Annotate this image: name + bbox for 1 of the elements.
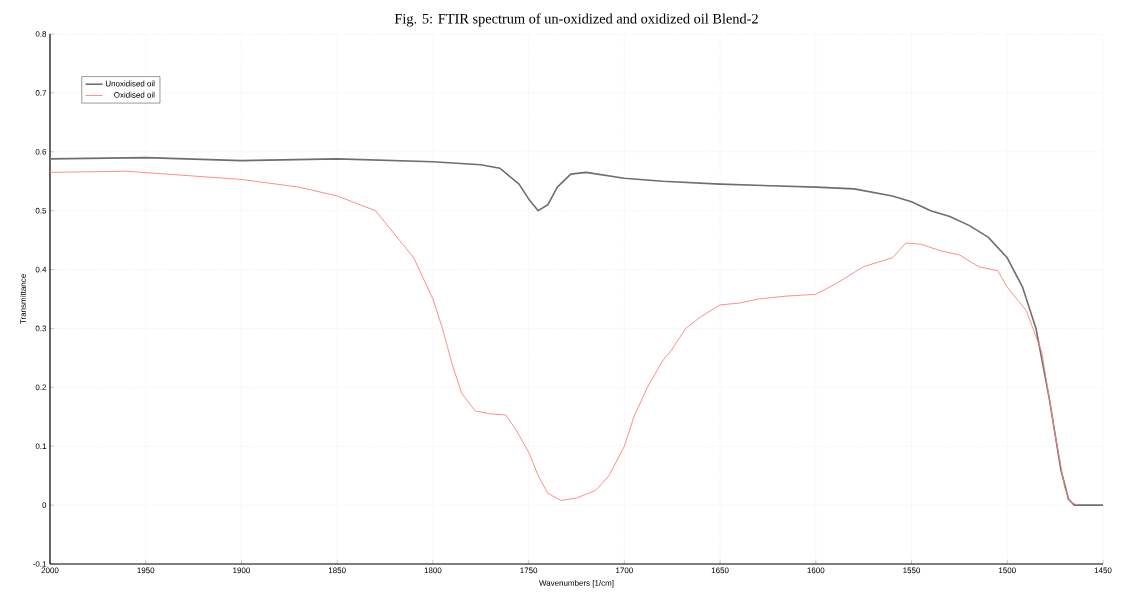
chart-title: Fig. 5: FTIR spectrum of un-oxidized and oxidized oil Blend-2: [394, 13, 758, 27]
